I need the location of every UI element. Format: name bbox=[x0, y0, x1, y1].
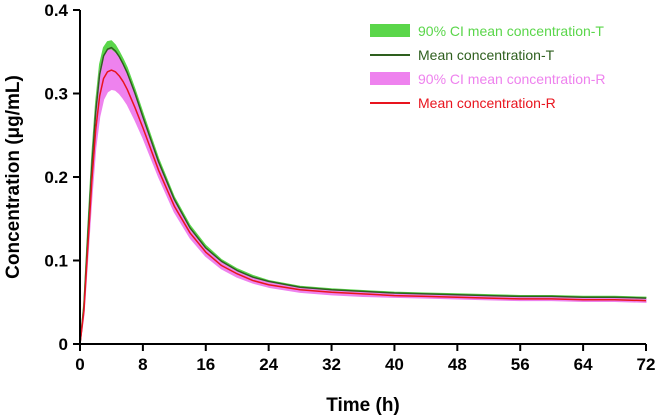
x-tick-label: 72 bbox=[637, 355, 656, 374]
legend: 90% CI mean concentration-T Mean concentr… bbox=[370, 23, 606, 111]
x-tick-label: 32 bbox=[322, 355, 341, 374]
mean-line-1 bbox=[79, 46, 647, 345]
y-ticks: 0 0.1 0.2 0.3 0.4 bbox=[44, 1, 80, 354]
mean-line-3 bbox=[79, 69, 647, 345]
y-tick-label: 0.4 bbox=[44, 1, 68, 20]
x-tick-label: 40 bbox=[385, 355, 404, 374]
x-tick-label: 0 bbox=[75, 355, 84, 374]
x-tick-label: 48 bbox=[448, 355, 467, 374]
x-tick-label: 16 bbox=[196, 355, 215, 374]
x-tick-label: 64 bbox=[574, 355, 593, 374]
x-axis-title: Time (h) bbox=[326, 395, 400, 416]
y-tick-label: 0.2 bbox=[44, 168, 68, 187]
legend-label: 90% CI mean concentration-T bbox=[418, 23, 604, 39]
legend-label: Mean concentration-R bbox=[418, 95, 556, 111]
mean-lines bbox=[79, 46, 647, 345]
y-tick-label: 0 bbox=[59, 335, 68, 354]
x-tick-label: 8 bbox=[138, 355, 147, 374]
x-tick-label: 24 bbox=[259, 355, 278, 374]
x-tick-label: 56 bbox=[511, 355, 530, 374]
axes: 0 8 16 24 32 40 48 56 64 72 0 0.1 0.2 0.3 0.4 bbox=[44, 1, 655, 374]
legend-swatch-band bbox=[370, 72, 410, 85]
x-ticks: 0 8 16 24 32 40 48 56 64 72 bbox=[75, 344, 655, 374]
legend-label: Mean concentration-T bbox=[418, 47, 555, 63]
legend-label: 90% CI mean concentration-R bbox=[418, 71, 606, 87]
y-axis-title: Concentration (μg/mL) bbox=[3, 75, 24, 279]
y-tick-label: 0.1 bbox=[44, 252, 68, 271]
y-tick-label: 0.3 bbox=[44, 85, 68, 104]
legend-swatch-band bbox=[370, 24, 410, 37]
